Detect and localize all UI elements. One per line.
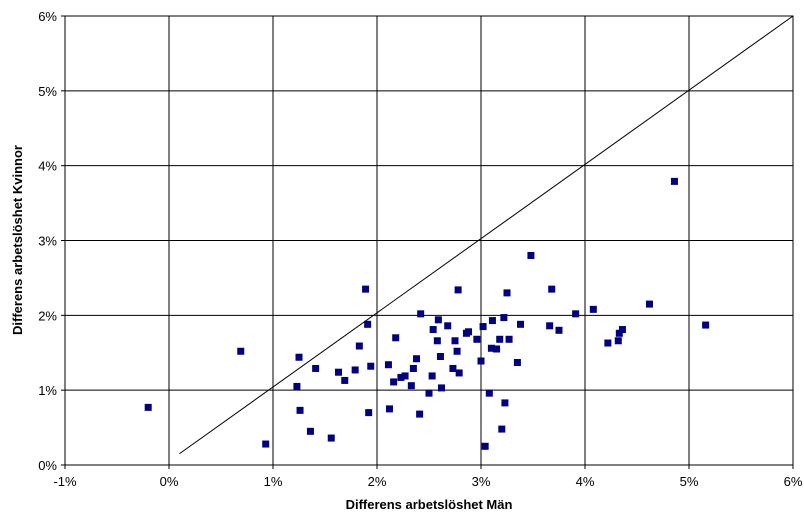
data-point	[390, 378, 398, 386]
data-point	[473, 335, 481, 343]
y-tick-label: 3%	[38, 234, 57, 249]
data-point	[453, 347, 461, 355]
data-point	[409, 364, 417, 372]
data-point	[367, 362, 375, 370]
data-point	[407, 382, 415, 390]
data-point	[296, 406, 304, 414]
data-point	[500, 314, 508, 322]
data-point	[327, 434, 335, 442]
x-tick-label: 6%	[784, 474, 803, 489]
data-point	[429, 326, 437, 334]
data-points	[144, 177, 710, 450]
data-point	[364, 320, 372, 328]
data-point	[614, 337, 622, 345]
x-tick-label: 5%	[680, 474, 699, 489]
data-point	[488, 317, 496, 325]
y-tick-label: 0%	[38, 458, 57, 473]
y-tick-label: 1%	[38, 383, 57, 398]
y-tick-label: 5%	[38, 84, 57, 99]
data-point	[351, 366, 359, 374]
y-tick-label: 4%	[38, 159, 57, 174]
y-tick-label: 2%	[38, 308, 57, 323]
x-tick-label: 0%	[160, 474, 179, 489]
data-point	[385, 405, 393, 413]
data-point	[485, 389, 493, 397]
data-point	[392, 334, 400, 342]
data-point	[501, 399, 509, 407]
data-point	[465, 328, 473, 336]
x-axis-label: Differens arbetslöshet Män	[346, 497, 513, 512]
data-point	[293, 382, 301, 390]
y-tick-label: 6%	[38, 9, 57, 24]
data-point	[498, 425, 506, 433]
data-point	[262, 440, 270, 448]
data-point	[604, 339, 612, 347]
data-point	[437, 384, 445, 392]
data-point	[479, 323, 487, 331]
y-axis-label: Differens arbetslöshet Kvinnor	[10, 145, 25, 335]
x-tick-label: 2%	[368, 474, 387, 489]
data-point	[355, 342, 363, 350]
data-point	[513, 358, 521, 366]
data-point	[428, 372, 436, 380]
data-point	[417, 310, 425, 318]
x-tick-label: 3%	[472, 474, 491, 489]
data-point	[144, 403, 152, 411]
data-point	[670, 177, 678, 185]
reference-line	[179, 15, 794, 455]
data-point	[496, 335, 504, 343]
data-point	[401, 372, 409, 380]
data-point	[455, 369, 463, 377]
data-point	[572, 310, 580, 318]
data-point	[295, 353, 303, 361]
data-point	[487, 344, 495, 352]
data-point	[397, 373, 405, 381]
data-point	[548, 285, 556, 293]
data-point	[306, 427, 314, 435]
data-point	[477, 357, 485, 365]
data-point	[341, 376, 349, 384]
data-point	[384, 361, 392, 369]
data-point	[503, 289, 511, 297]
data-point	[433, 337, 441, 345]
data-point	[481, 442, 489, 450]
data-point	[425, 389, 433, 397]
x-tick-label: 1%	[264, 474, 283, 489]
data-point	[312, 364, 320, 372]
data-point	[436, 352, 444, 360]
x-tick-label: 4%	[576, 474, 595, 489]
y-tick-labels: 0% 1% 2% 3% 4% 5% 6%	[38, 9, 65, 473]
data-point	[434, 316, 442, 324]
data-point	[615, 329, 623, 337]
data-point	[493, 345, 501, 353]
data-point	[335, 368, 343, 376]
data-point	[645, 300, 653, 308]
data-point	[527, 251, 535, 259]
data-point	[362, 285, 370, 293]
data-point	[517, 320, 525, 328]
data-point	[546, 322, 554, 330]
data-point	[589, 305, 597, 313]
data-point	[454, 286, 462, 294]
data-point	[237, 347, 245, 355]
x-tick-label: -1%	[53, 474, 77, 489]
data-point	[416, 410, 424, 418]
data-point	[505, 335, 513, 343]
data-point	[449, 364, 457, 372]
x-tick-labels: -1% 0% 1% 2% 3% 4% 5% 6%	[53, 465, 803, 489]
data-point	[413, 355, 421, 363]
data-point	[555, 326, 563, 334]
data-point	[365, 409, 373, 417]
data-point	[618, 326, 626, 334]
data-point	[702, 321, 710, 329]
data-point	[451, 337, 459, 345]
data-point	[444, 322, 452, 330]
